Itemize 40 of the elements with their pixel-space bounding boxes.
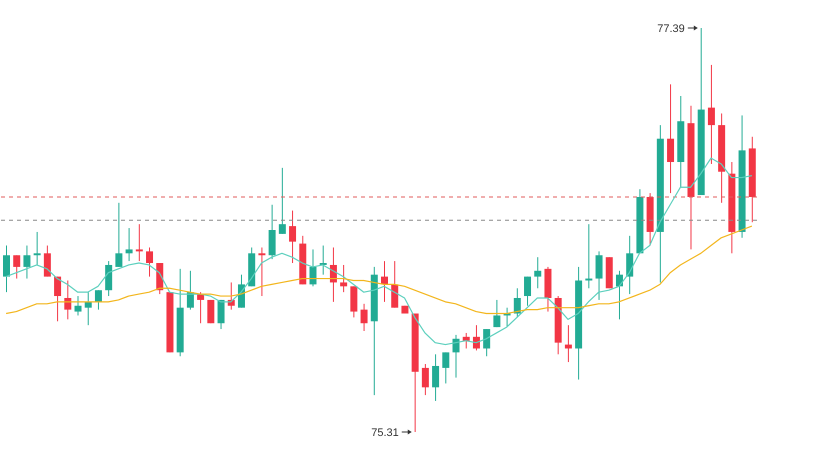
candlestick xyxy=(667,84,674,194)
candlestick xyxy=(34,231,41,266)
candlestick xyxy=(289,210,296,264)
candlestick xyxy=(483,328,490,357)
annotation: 75.31 xyxy=(371,426,399,439)
candlestick xyxy=(115,202,122,268)
candlestick xyxy=(23,245,30,280)
candlestick xyxy=(13,254,20,280)
candlestick xyxy=(44,245,51,278)
candlestick xyxy=(708,64,715,164)
candlestick xyxy=(422,364,429,396)
candlestick xyxy=(616,270,623,320)
candlestick xyxy=(340,264,348,293)
candlestick xyxy=(524,276,532,306)
candlestick xyxy=(493,299,500,328)
candlestick xyxy=(64,280,72,320)
candlestick xyxy=(534,256,542,289)
candlestick xyxy=(3,245,10,293)
candlestick xyxy=(218,299,225,330)
candlestick xyxy=(585,224,592,289)
candlestick xyxy=(596,250,603,300)
candlestick xyxy=(94,290,102,310)
candlestick xyxy=(514,288,521,318)
candlestick xyxy=(391,260,398,308)
candlestick xyxy=(54,276,62,322)
candlestick xyxy=(564,324,572,363)
candlestick xyxy=(258,246,266,297)
annotation: 77.39 xyxy=(657,22,685,35)
candlestick xyxy=(320,245,327,276)
candlestick xyxy=(136,224,143,262)
candlestick xyxy=(381,260,388,302)
candlestick xyxy=(309,248,316,287)
candlestick xyxy=(146,246,154,278)
candlestick xyxy=(432,354,440,402)
candlestick xyxy=(452,334,460,378)
candlestick xyxy=(126,228,133,262)
candlestick xyxy=(442,352,450,384)
candlestick xyxy=(360,303,368,332)
candlestick xyxy=(278,167,286,234)
candlestick xyxy=(74,296,82,316)
